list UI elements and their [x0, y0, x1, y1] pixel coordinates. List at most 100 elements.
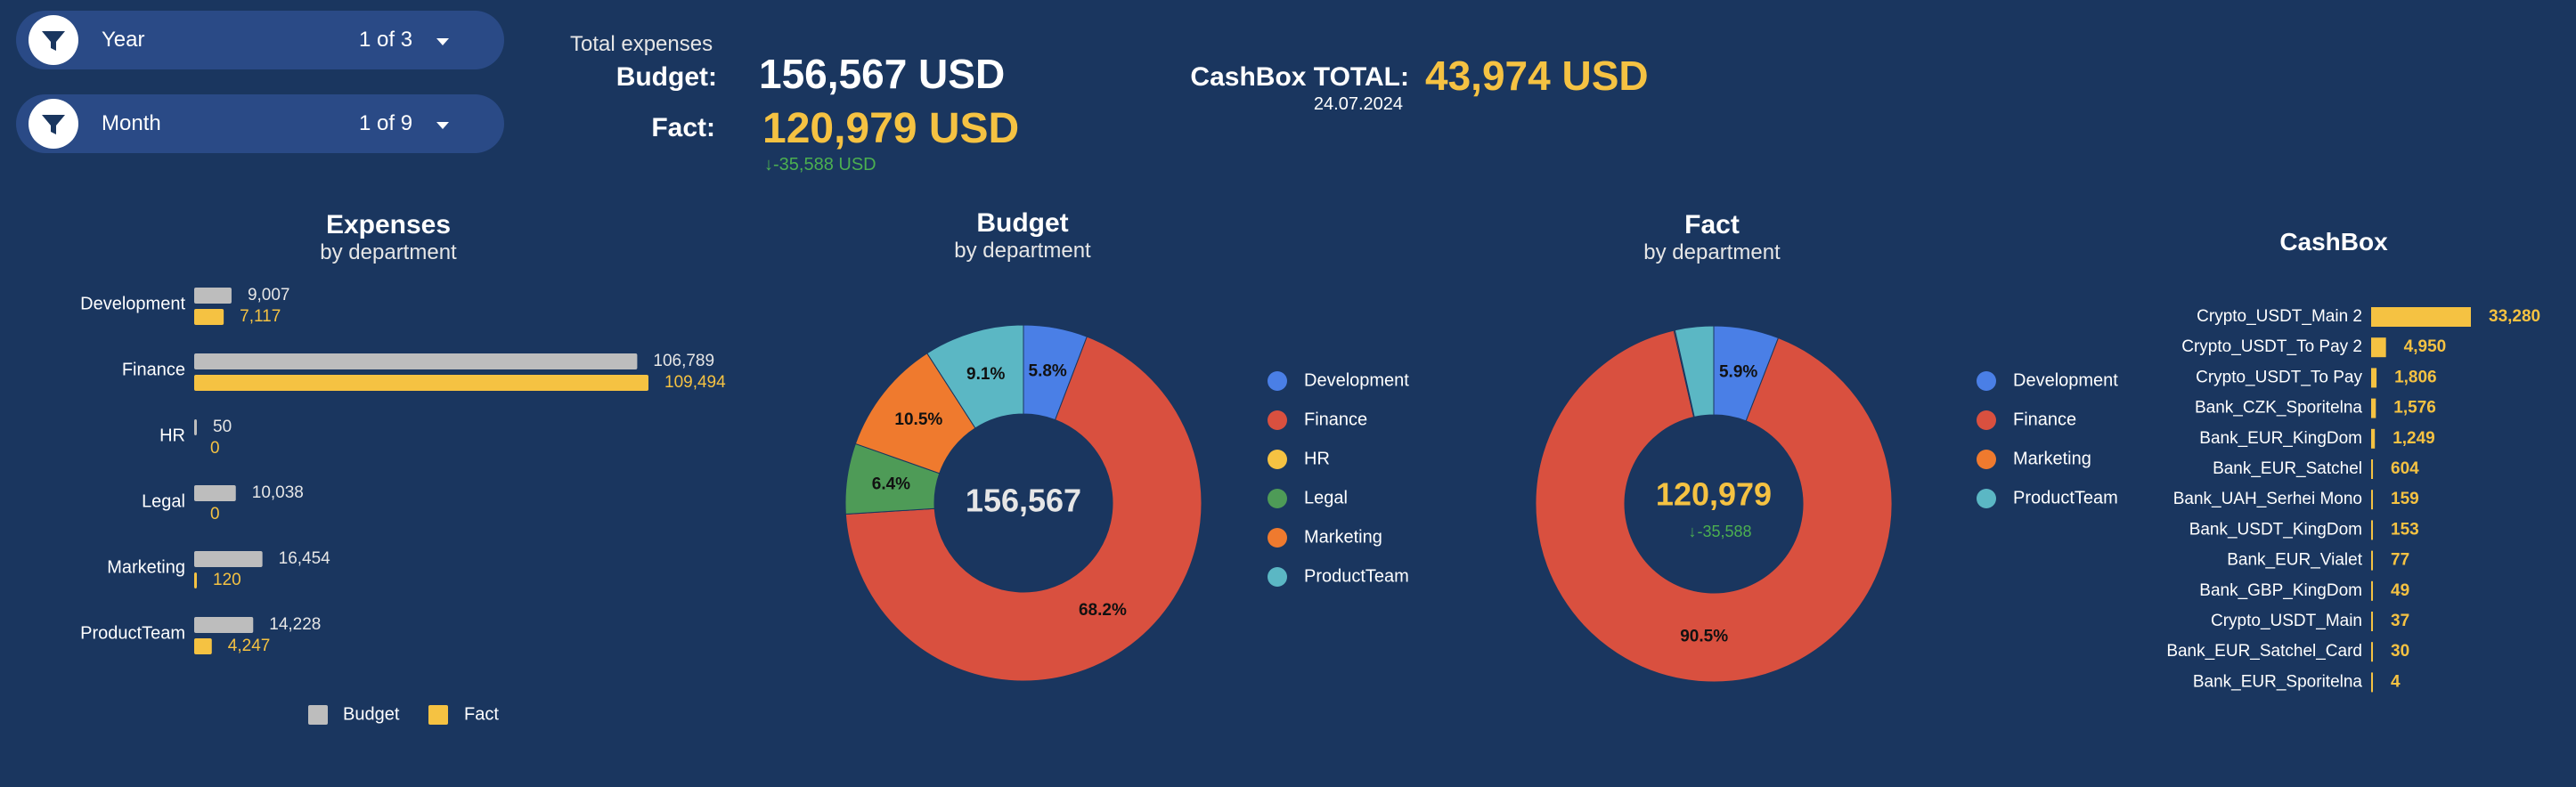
cashbox-value-label: 159	[2391, 490, 2419, 508]
cashbox-value-label: 604	[2391, 459, 2419, 478]
expenses-bar-fact	[194, 572, 197, 588]
year-filter-value[interactable]: 1 of 3	[359, 28, 413, 52]
cashbox-bar	[2371, 550, 2373, 571]
legend-label: Legal	[1304, 488, 1348, 507]
month-filter-value[interactable]: 1 of 9	[359, 111, 413, 135]
cashbox-category-label: Bank_UAH_Serhei Mono	[2173, 490, 2362, 508]
chevron-down-icon[interactable]	[436, 122, 449, 129]
cashbox-category-label: Bank_EUR_Sporitelna	[2193, 672, 2363, 691]
cashbox-value-label: 30	[2391, 642, 2409, 661]
donut-slice-label: 5.9%	[1719, 363, 1757, 382]
fact-kpi-delta: ↓-35,588 USD	[764, 155, 876, 175]
filter-icon	[29, 15, 78, 65]
expenses-data-label: 10,038	[252, 483, 304, 502]
expenses-bar-budget	[194, 617, 254, 633]
expenses-data-label: 9,007	[248, 286, 290, 304]
donut-slice-productteam	[1674, 325, 1715, 418]
donut-slice-finance	[844, 336, 1202, 682]
legend-label-budget: Budget	[343, 704, 400, 724]
legend-label-fact: Fact	[464, 704, 499, 724]
donut-center-value: 120,979	[1656, 476, 1772, 513]
arrow-down-icon: ↓	[1689, 523, 1697, 540]
expenses-bar-budget	[194, 485, 236, 501]
expenses-chart-subtitle: by department	[320, 240, 457, 264]
cashbox-category-label: Bank_EUR_KingDom	[2199, 429, 2362, 448]
cashbox-category-label: Crypto_USDT_Main	[2211, 612, 2362, 630]
legend-marker-hr	[1268, 450, 1287, 469]
expenses-category-label: ProductTeam	[80, 623, 185, 643]
expenses-data-label: 4,247	[228, 637, 271, 655]
expenses-category-label: Development	[80, 294, 185, 313]
cashbox-bar	[2371, 490, 2373, 510]
cashbox-bar	[2371, 398, 2376, 418]
expenses-chart-header: Expenses by department	[210, 210, 567, 265]
donut-slice-finance	[1535, 329, 1893, 683]
expenses-data-label: 50	[213, 418, 232, 436]
chevron-down-icon[interactable]	[436, 38, 449, 45]
cashbox-category-label: Bank_EUR_Satchel	[2213, 459, 2362, 478]
fact-kpi-delta-value: -35,588 USD	[773, 155, 876, 174]
cashbox-value-label: 4,950	[2404, 337, 2447, 356]
year-filter[interactable]: Year 1 of 3	[16, 11, 504, 69]
donut-slice-label: 90.5%	[1680, 628, 1728, 646]
cashbox-value-label: 1,249	[2393, 429, 2435, 448]
legend-marker-finance	[1977, 410, 1996, 430]
legend-marker-finance	[1268, 410, 1287, 430]
cashbox-category-label: Crypto_USDT_To Pay	[2196, 368, 2362, 386]
expenses-category-label: Finance	[122, 360, 185, 379]
expenses-data-label: 120	[213, 571, 241, 589]
cashbox-category-label: Bank_GBP_KingDom	[2199, 581, 2362, 600]
legend-label: ProductTeam	[2013, 488, 2118, 507]
expenses-bar-budget	[194, 353, 638, 369]
budget-kpi-value: 156,567 USD	[759, 51, 1006, 97]
cashbox-category-label: Bank_EUR_Satchel_Card	[2166, 642, 2362, 661]
expenses-category-label: HR	[159, 426, 185, 445]
expenses-data-label: 7,117	[240, 307, 281, 326]
fact-chart-header: Fact by department	[1534, 210, 1890, 265]
legend-label: Development	[1304, 370, 1409, 390]
expenses-bar-fact	[194, 638, 212, 654]
legend-marker-productteam	[1977, 489, 1996, 508]
cashbox-value-label: 1,576	[2393, 399, 2436, 418]
cashbox-bar	[2371, 428, 2376, 449]
expenses-data-label: 109,494	[664, 373, 726, 392]
legend-swatch-budget	[308, 705, 328, 725]
month-filter-label: Month	[102, 111, 161, 135]
year-filter-label: Year	[102, 28, 145, 52]
legend-label: Marketing	[2013, 449, 2091, 468]
cashbox-bar	[2371, 642, 2373, 662]
donut-slice-label: 10.5%	[894, 410, 942, 429]
cashbox-bar	[2371, 337, 2386, 358]
expenses-category-label: Legal	[142, 491, 185, 511]
cashbox-value-label: 49	[2391, 581, 2409, 600]
donut-center-value: 156,567	[966, 483, 1081, 519]
cashbox-value-label: 153	[2391, 520, 2419, 539]
cashbox-chart-title: CashBox	[2279, 228, 2388, 256]
cashbox-bar	[2371, 459, 2374, 479]
legend-label: Finance	[2013, 410, 2076, 429]
expenses-category-label: Marketing	[107, 557, 185, 577]
donut-slice-productteam	[926, 324, 1024, 429]
donut-slice-label: 68.2%	[1079, 601, 1127, 620]
cashbox-chart: Crypto_USDT_Main 2 33,280 Crypto_USDT_To P…	[2166, 307, 2540, 693]
cashbox-value-label: 37	[2391, 612, 2409, 630]
expenses-data-label: 16,454	[279, 549, 331, 568]
fact-chart: 5.9% 90.5% 120,979 ↓ -35,588 Development Finan…	[1535, 325, 2118, 683]
cashbox-bar	[2371, 672, 2373, 693]
legend-label: HR	[1304, 449, 1330, 468]
legend-label: Finance	[1304, 410, 1367, 429]
cashbox-value-label: 33,280	[2489, 307, 2540, 326]
cashbox-category-label: Crypto_USDT_To Pay 2	[2181, 337, 2362, 356]
month-filter[interactable]: Month 1 of 9	[16, 94, 504, 153]
expenses-data-label: 0	[210, 439, 220, 458]
cashbox-category-label: Bank_USDT_KingDom	[2189, 520, 2362, 539]
expenses-bar-fact	[194, 309, 224, 325]
cashbox-bar	[2371, 580, 2373, 601]
budget-chart-header: Budget by department	[844, 208, 1201, 264]
cashbox-bar	[2371, 368, 2377, 388]
cashbox-value-label: 77	[2391, 551, 2409, 570]
budget-chart-subtitle: by department	[954, 239, 1091, 263]
expenses-bar-budget	[194, 551, 263, 567]
cashbox-category-label: Bank_EUR_Vialet	[2227, 551, 2362, 570]
legend-label: Marketing	[1304, 527, 1382, 547]
